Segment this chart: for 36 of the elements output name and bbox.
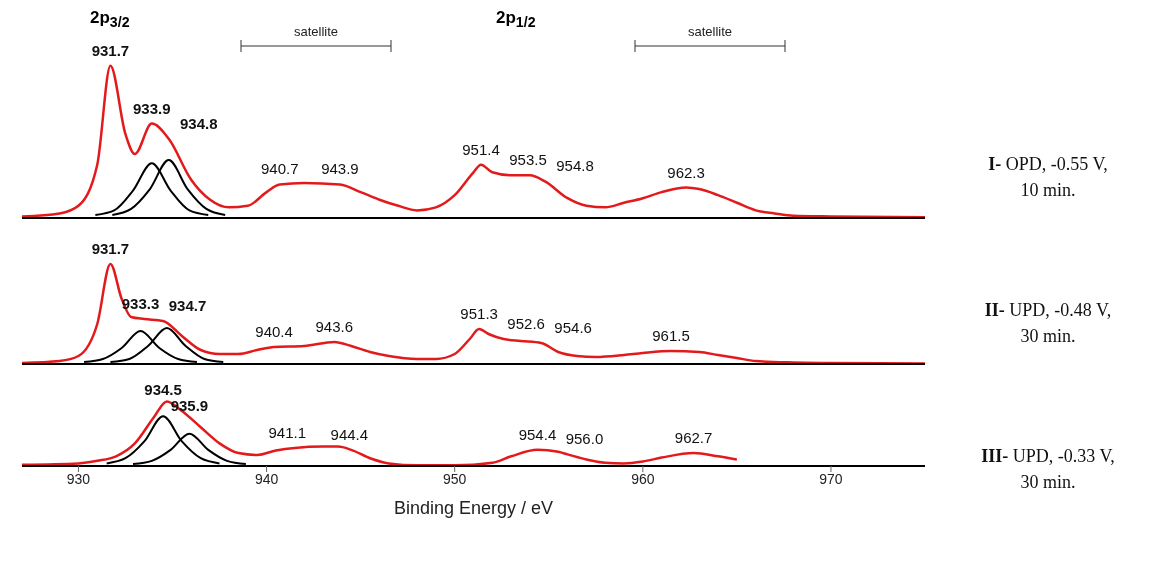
annotation: 941.1 (268, 423, 307, 441)
text: 2p$_{3/2}$ (90, 8, 130, 31)
x-tick-label: 970 (819, 470, 843, 487)
x-tick-label: 950 (443, 470, 467, 487)
annotation: 956.0 (565, 430, 604, 448)
annotation: 934.5 (144, 380, 182, 398)
annotation: 940.7 (260, 160, 299, 178)
annotation: 944.4 (330, 425, 369, 443)
annotation: 940.4 (255, 323, 293, 340)
text: satellite (686, 24, 734, 39)
annotation: 962.7 (674, 429, 713, 447)
annotation: 961.5 (652, 327, 690, 344)
annotation: 954.4 (518, 425, 557, 443)
annotation: 951.4 (462, 140, 500, 158)
annotation: 954.6 (554, 319, 592, 336)
annotation: 962.3 (667, 163, 705, 181)
text: II- UPD, -0.48 V, 30 min. (984, 300, 1112, 346)
annotation: 934.7 (168, 297, 207, 314)
annotation: 952.6 (507, 315, 545, 332)
x-tick-label: 930 (66, 470, 91, 487)
annotation: 933.9 (133, 99, 171, 117)
annotation: 954.8 (556, 157, 594, 175)
annotation: 943.9 (321, 160, 359, 178)
text: 2p$_{1/2}$ (496, 8, 536, 31)
annotation: 934.8 (180, 114, 218, 132)
annotation: 951.3 (460, 305, 498, 322)
annotation: 931.7 (91, 41, 130, 59)
annotation: 953.5 (509, 151, 547, 169)
x-axis-title: Binding Energy / eV (393, 498, 554, 518)
x-tick-label: 960 (631, 470, 655, 487)
text: I- OPD, -0.55 V, 10 min. (988, 154, 1108, 200)
x-tick-label: 940 (254, 470, 279, 487)
text: III- UPD, -0.33 V, 30 min. (981, 446, 1115, 492)
text: satellite (292, 24, 340, 39)
annotation: 931.7 (91, 240, 130, 257)
annotation: 943.6 (315, 318, 354, 335)
